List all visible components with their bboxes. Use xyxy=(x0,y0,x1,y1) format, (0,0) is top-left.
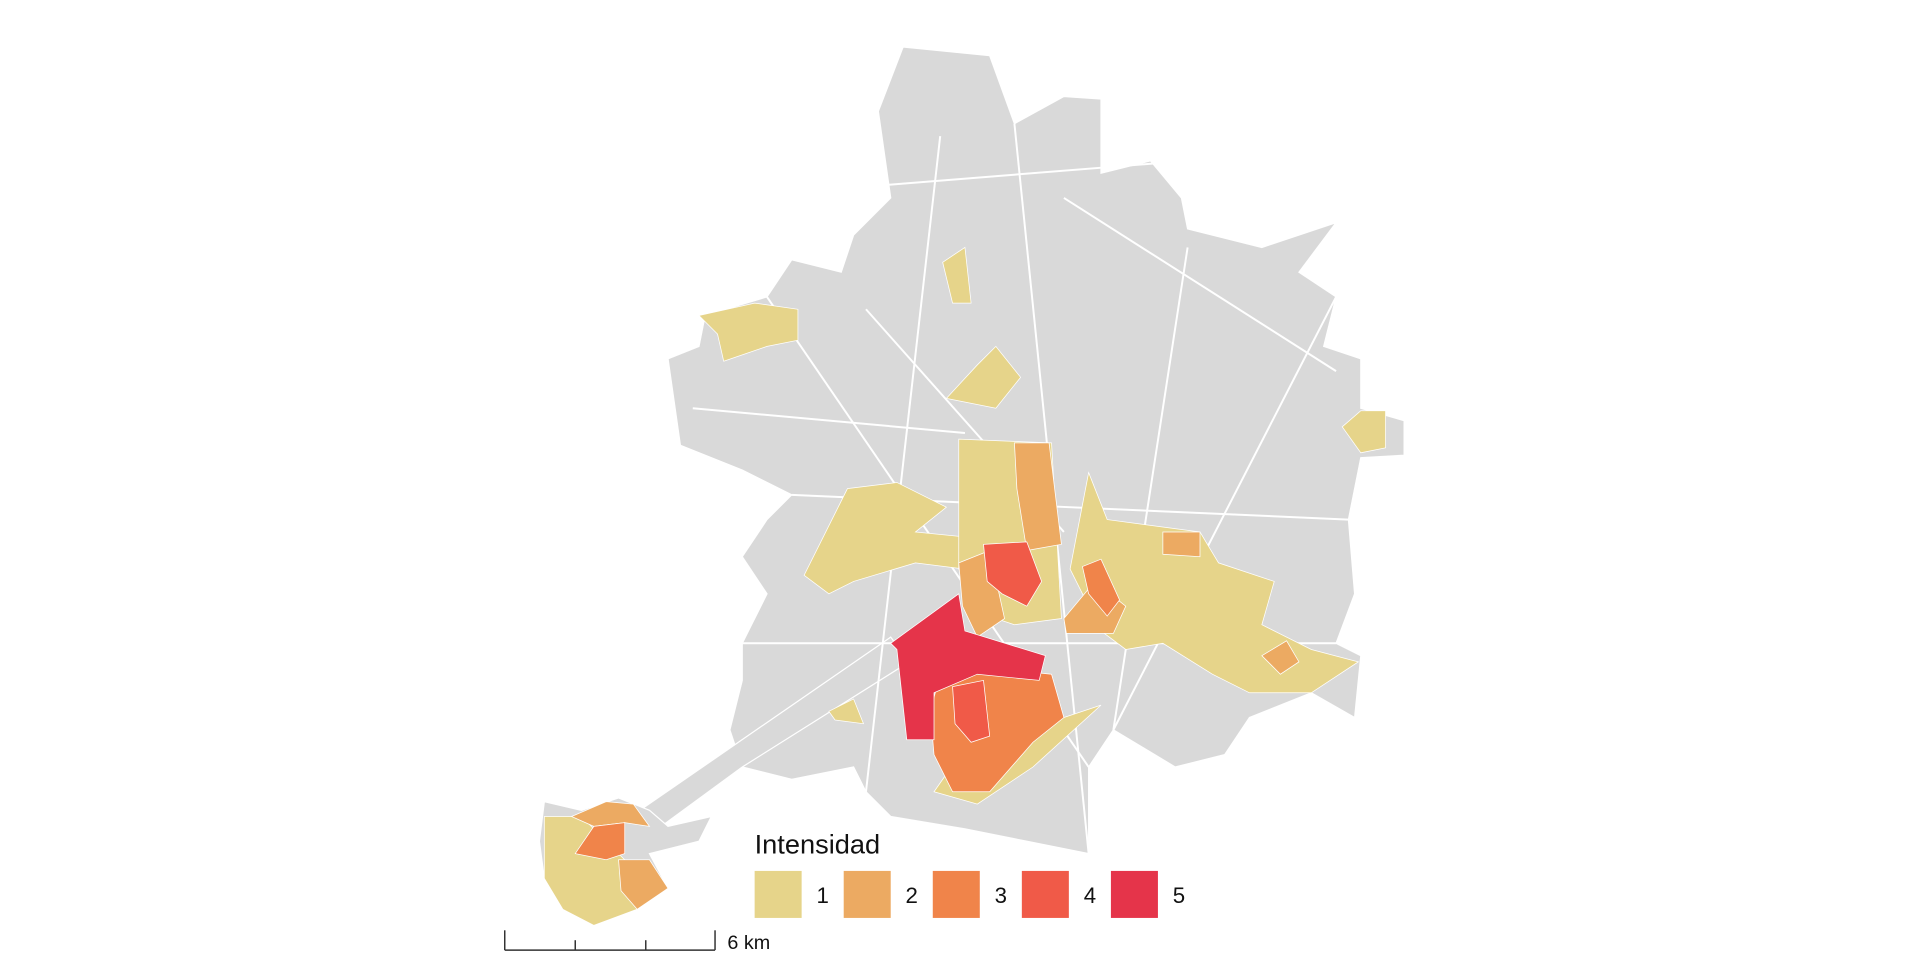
road xyxy=(692,407,966,434)
legend-swatch xyxy=(843,870,891,918)
scale-label: 6 km xyxy=(727,932,770,954)
zone xyxy=(1341,410,1386,454)
legend-swatch xyxy=(1110,870,1158,918)
map-content: Intensidad 1 2 3 4 5 6 km xyxy=(503,46,1405,954)
legend-swatch xyxy=(754,870,802,918)
zone xyxy=(574,822,626,861)
legend-label: 2 xyxy=(906,883,918,908)
zone xyxy=(983,541,1043,607)
scale-bar: 6 km xyxy=(503,930,770,954)
road xyxy=(1112,296,1337,731)
zone xyxy=(1162,531,1201,558)
zone xyxy=(890,593,1046,741)
legend: 1 2 3 4 5 xyxy=(754,870,1185,918)
legend-swatch xyxy=(932,870,980,918)
legend-label: 1 xyxy=(816,883,828,908)
zone xyxy=(1069,471,1360,694)
intensity-zones xyxy=(543,246,1386,926)
zone xyxy=(828,698,865,725)
zone xyxy=(952,679,991,743)
road xyxy=(1063,197,1337,372)
zone xyxy=(698,302,799,362)
legend-label: 3 xyxy=(995,883,1007,908)
zone xyxy=(942,246,972,304)
zone xyxy=(1261,640,1300,675)
roads xyxy=(692,123,1349,854)
zone xyxy=(1082,558,1121,617)
legend-title: Intensidad xyxy=(755,829,881,860)
road xyxy=(878,159,1188,187)
zone xyxy=(1014,442,1062,551)
zone xyxy=(618,859,669,910)
legend-swatch xyxy=(1021,870,1069,918)
legend-label: 4 xyxy=(1084,883,1096,908)
legend-label: 5 xyxy=(1173,883,1185,908)
zone xyxy=(945,345,1022,409)
road xyxy=(864,135,942,792)
